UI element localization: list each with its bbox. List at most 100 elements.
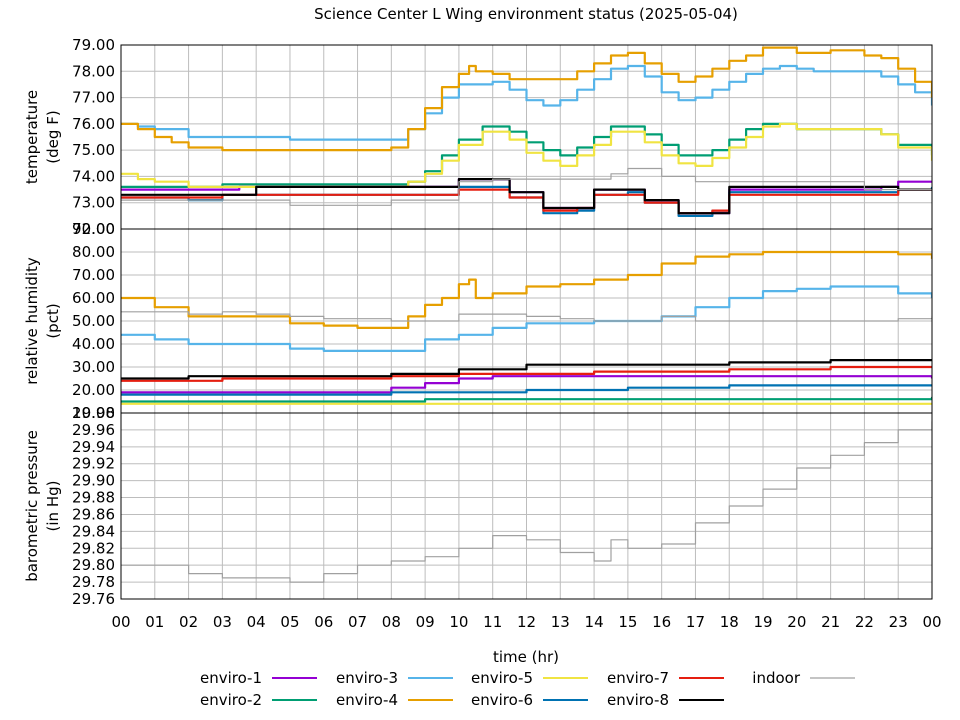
series-line-enviro-7: [121, 365, 932, 382]
x-tick-label: 13: [551, 613, 570, 631]
y-tick-label: 29.88: [72, 489, 115, 507]
grid-pressure: [120, 412, 933, 600]
x-tick-label: 11: [483, 613, 502, 631]
x-tick-label: 18: [720, 613, 739, 631]
series-humidity: [121, 250, 932, 405]
y-tick-label: 29.78: [72, 573, 115, 591]
x-tick-label: 02: [179, 613, 198, 631]
x-tick-label: 10: [449, 613, 468, 631]
series-line-enviro-6: [121, 122, 932, 188]
y-tick-label: 29.92: [72, 455, 115, 473]
series-line-enviro-8: [121, 178, 932, 215]
x-tick-label: 16: [652, 613, 671, 631]
x-tick-label: 21: [821, 613, 840, 631]
x-axis-title: time (hr): [493, 648, 559, 666]
legend-item-enviro-6: enviro-5: [471, 669, 588, 687]
y-tick-label: 29.96: [72, 421, 115, 439]
y-tick-label: 29.82: [72, 539, 115, 557]
panel-temperature: 72.00 73.00 74.00 75.00 76.00 77.00 78.00 79.00…: [23, 36, 933, 238]
series-line-enviro-5: [121, 384, 932, 396]
x-tick-label: 00: [111, 613, 130, 631]
y-tick-label: 29.98: [72, 404, 115, 422]
series-line-enviro-3: [121, 285, 932, 352]
y-tick-label: 90.00: [72, 220, 115, 238]
legend-label: enviro-4: [336, 691, 398, 709]
x-tick-label: 15: [618, 613, 637, 631]
x-tick-label: 01: [145, 613, 164, 631]
legend-item-enviro-8: enviro-8: [607, 691, 724, 709]
legend-label: enviro-8: [607, 691, 669, 709]
y-tick-label: 77.00: [72, 89, 115, 107]
x-tick-label: 14: [585, 613, 604, 631]
y-tick-label: 74.00: [72, 167, 115, 185]
series-pressure: [121, 421, 932, 583]
y-tick-label: 40.00: [72, 335, 115, 353]
series-line-enviro-2: [121, 396, 932, 403]
y-tick-label: 75.00: [72, 141, 115, 159]
x-tick-label: 19: [753, 613, 772, 631]
y-tick-label: 79.00: [72, 36, 115, 54]
series-line-indoor: [121, 311, 932, 322]
y-tick-label: 29.86: [72, 505, 115, 523]
series-line-indoor: [121, 167, 932, 206]
legend-item-enviro-2: enviro-2: [200, 691, 317, 709]
y-tick-label: 72.00: [72, 220, 115, 238]
y-tick-label: 10.00: [72, 404, 115, 422]
x-tick-label: 03: [213, 613, 232, 631]
legend-label: enviro-2: [200, 691, 262, 709]
y-tick-label: 29.94: [72, 438, 115, 456]
x-tick-label: 22: [855, 613, 874, 631]
legend-item-enviro-5: enviro-6: [471, 691, 588, 709]
legend: enviro-1 enviro-2 enviro-3 enviro-4 enviro-5…: [200, 669, 855, 709]
y-tick-label: 29.80: [72, 556, 115, 574]
legend-item-enviro-1: enviro-1: [200, 669, 317, 687]
x-tick-label: 06: [314, 613, 333, 631]
legend-label: enviro-5: [471, 669, 533, 687]
series-line-enviro-4: [121, 250, 932, 329]
y-axis-title-pressure: barometric pressure (in Hg): [23, 430, 62, 582]
x-tick-label: 07: [348, 613, 367, 631]
series-line-enviro-8: [121, 359, 932, 380]
y-tick-label: 29.90: [72, 472, 115, 490]
y-tick-label: 60.00: [72, 289, 115, 307]
series-temperature: [121, 46, 932, 217]
y-tick-label: 76.00: [72, 115, 115, 133]
y-tick-label: 20.00: [72, 381, 115, 399]
legend-label: enviro-7: [607, 669, 669, 687]
legend-item-enviro-4: enviro-4: [336, 691, 453, 709]
y-tick-label: 50.00: [72, 312, 115, 330]
series-line-enviro-4: [121, 46, 932, 152]
y-axis-title-temperature: temperature (deg F): [23, 90, 62, 184]
legend-item-enviro-3: enviro-3: [336, 669, 453, 687]
y-tick-label: 29.84: [72, 522, 115, 540]
legend-item-indoor: indoor: [752, 669, 855, 687]
y-tick-label: 78.00: [72, 62, 115, 80]
x-tick-label: 09: [416, 613, 435, 631]
series-line-enviro-3: [121, 64, 932, 141]
panel-pressure: 29.7629.7829.8029.8229.8429.8629.8829.90…: [23, 404, 933, 608]
y-tick-label: 30.00: [72, 358, 115, 376]
y-tick-label: 70.00: [72, 266, 115, 284]
x-tick-label: 04: [247, 613, 266, 631]
y-tick-label: 73.00: [72, 194, 115, 212]
x-tick-label: 17: [686, 613, 705, 631]
x-tick-label: 12: [517, 613, 536, 631]
x-tick-label: 00: [922, 613, 941, 631]
legend-label: enviro-6: [471, 691, 533, 709]
y-axis-title-humidity: relative humidity (pct): [23, 257, 62, 385]
legend-item-enviro-7: enviro-7: [607, 669, 724, 687]
legend-label: enviro-3: [336, 669, 398, 687]
panel-frame: [120, 412, 933, 600]
y-tick-label: 80.00: [72, 243, 115, 261]
legend-label: enviro-1: [200, 669, 262, 687]
x-tick-label: 05: [280, 613, 299, 631]
panel-humidity: 10.00 20.00 30.00 40.00 50.00 60.00 70.00 80.00…: [23, 220, 933, 422]
x-tick-label: 20: [787, 613, 806, 631]
series-line-indoor: [121, 421, 932, 583]
chart-title: Science Center L Wing environment status…: [314, 5, 738, 23]
legend-label: indoor: [752, 669, 801, 687]
x-axis: 00 01 02 03 04 05 06 07 08 09 10 11 12 13 14 15 16 17 18 19…: [111, 613, 941, 631]
x-tick-label: 08: [382, 613, 401, 631]
y-tick-label: 29.76: [72, 590, 115, 608]
